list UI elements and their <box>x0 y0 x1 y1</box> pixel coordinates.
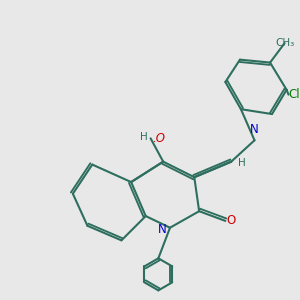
Text: Cl: Cl <box>289 88 300 101</box>
Text: H: H <box>238 158 246 168</box>
Text: N: N <box>158 223 167 236</box>
Text: .O: .O <box>152 132 165 145</box>
Text: O: O <box>227 214 236 227</box>
Text: N: N <box>250 123 259 136</box>
Text: H: H <box>140 132 148 142</box>
Text: CH₃: CH₃ <box>275 38 294 48</box>
